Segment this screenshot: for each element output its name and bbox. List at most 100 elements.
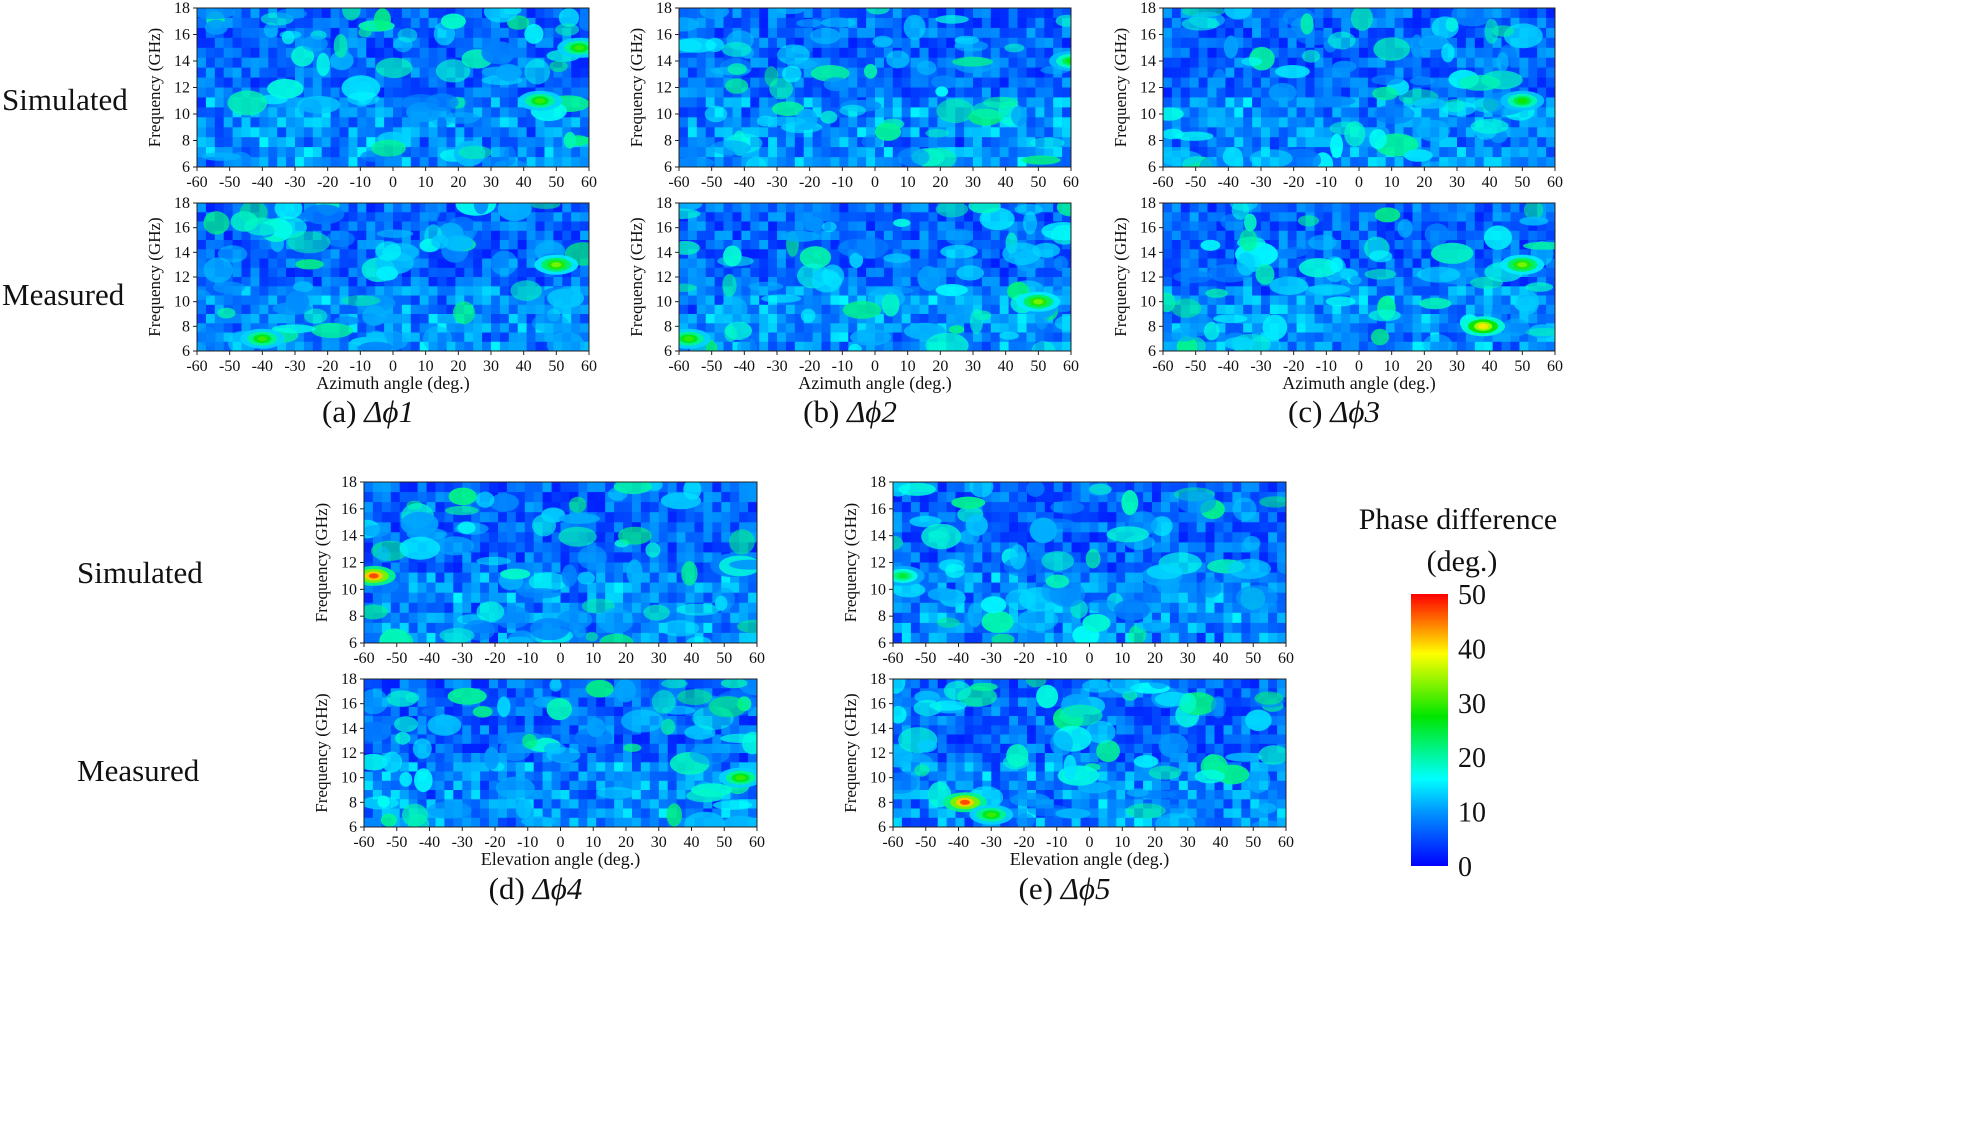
heatmap-cell <box>1412 157 1422 167</box>
heatmap-cell <box>848 323 858 334</box>
heatmap-cell <box>741 17 751 29</box>
heatmap-cell <box>375 286 385 297</box>
heatmap-cell <box>964 47 974 59</box>
heatmap-cell <box>937 67 947 79</box>
heatmap-cell <box>1269 267 1280 278</box>
heatmap-blob <box>940 244 978 259</box>
heatmap-cell <box>1225 27 1235 39</box>
heatmap-blob <box>531 313 569 333</box>
heatmap-cell <box>875 117 885 128</box>
heatmap-cell <box>705 267 716 278</box>
heatmap-cell <box>1198 249 1209 260</box>
heatmap-blob <box>499 203 532 210</box>
heatmap-cell <box>696 203 707 213</box>
heatmap-cell <box>1350 57 1360 69</box>
heatmap-cell <box>696 147 707 158</box>
heatmap-cell <box>1026 107 1036 118</box>
heatmap-cell <box>1439 212 1449 223</box>
heatmap-cell <box>1350 47 1360 59</box>
heatmap-cell <box>277 107 287 118</box>
heatmap-cell <box>241 27 251 39</box>
heatmap-cell <box>687 107 698 118</box>
heatmap-blob <box>854 237 889 258</box>
heatmap-cell <box>1269 240 1280 250</box>
heatmap-blob <box>198 326 217 347</box>
heatmap-cell <box>1323 87 1333 98</box>
heatmap-blob <box>1371 74 1404 86</box>
heatmap-cell <box>750 117 760 128</box>
heatmap-cell <box>777 249 787 260</box>
heatmap-cell <box>1198 107 1209 118</box>
heatmap-cell <box>1225 230 1235 241</box>
heatmap-cell <box>1323 127 1333 138</box>
heatmap-cell <box>777 221 787 232</box>
heatmap-cell <box>312 17 323 29</box>
heatmap-blob <box>563 131 577 149</box>
heatmap-cell <box>259 286 269 297</box>
heatmap-cell <box>1430 77 1440 89</box>
heatmap-cell <box>1546 332 1555 343</box>
heatmap-cell <box>973 17 983 29</box>
heatmap-cell <box>1385 17 1396 29</box>
heatmap-blob <box>431 234 449 249</box>
heatmap-cell <box>321 47 332 59</box>
heatmap-cell <box>526 230 537 241</box>
heatmap-cell <box>1278 77 1289 89</box>
heatmap-cell <box>1510 230 1520 241</box>
heatmap-blob <box>1523 203 1544 220</box>
heatmap-cell <box>223 212 234 223</box>
y-tick-label: 14 <box>1140 53 1156 70</box>
heatmap-blob <box>935 284 968 297</box>
y-tick-label: 8 <box>182 318 190 335</box>
heatmap-cell <box>1367 27 1378 39</box>
heatmap-cell <box>875 258 885 269</box>
heatmap-cell <box>1350 27 1360 39</box>
heatmap-cell <box>901 341 912 351</box>
heatmap-cell <box>1035 77 1045 89</box>
heatmap-cell <box>1008 27 1019 39</box>
heatmap-cell <box>723 341 733 351</box>
heatmap-cell <box>696 87 707 98</box>
x-tick-label: -50 <box>1185 358 1206 375</box>
heatmap-cell <box>883 341 894 351</box>
heatmap-cell <box>848 47 858 59</box>
y-axis-label: Frequency (GHz) <box>1111 217 1130 336</box>
heatmap-cell <box>750 304 760 315</box>
heatmap-cell <box>919 203 929 213</box>
heatmap-cell <box>446 212 456 223</box>
heatmap-cell <box>464 27 474 39</box>
heatmap-cell <box>1261 37 1271 49</box>
heatmap-cell <box>768 332 778 343</box>
heatmap-cell <box>1367 277 1378 287</box>
heatmap-cell <box>401 137 412 148</box>
heatmap-cell <box>1457 230 1467 241</box>
heatmap-blob <box>874 122 902 141</box>
heatmap-cell <box>1359 87 1369 98</box>
heatmap-cell <box>750 230 760 241</box>
heatmap-field <box>679 8 1071 167</box>
heatmap-cell <box>1198 117 1209 128</box>
heatmap-cell <box>1180 221 1191 232</box>
heatmap-cell <box>999 77 1010 89</box>
heatmap-cell <box>1332 341 1342 351</box>
heatmap-cell <box>357 221 367 232</box>
heatmap-cell <box>1278 258 1289 269</box>
heatmap-cell <box>1448 212 1458 223</box>
heatmap-cell <box>357 47 367 59</box>
heatmap-cell <box>1492 147 1503 158</box>
heatmap-cell <box>241 230 251 241</box>
heatmap-cell <box>883 67 894 79</box>
heatmap-cell <box>1394 17 1405 29</box>
heatmap-cell <box>482 117 492 128</box>
heatmap-cell <box>750 8 760 19</box>
heatmap-cell <box>892 332 903 343</box>
heatmap-cell <box>1216 37 1226 49</box>
heatmap-blob <box>1431 16 1459 39</box>
heatmap-cell <box>883 267 894 278</box>
heatmap-cell <box>580 295 589 306</box>
heatmap-cell <box>1252 77 1262 89</box>
heatmap-cell <box>1053 127 1063 138</box>
heatmap-cell <box>348 277 358 287</box>
heatmap-cell <box>303 87 314 98</box>
heatmap-cell <box>1243 147 1253 158</box>
